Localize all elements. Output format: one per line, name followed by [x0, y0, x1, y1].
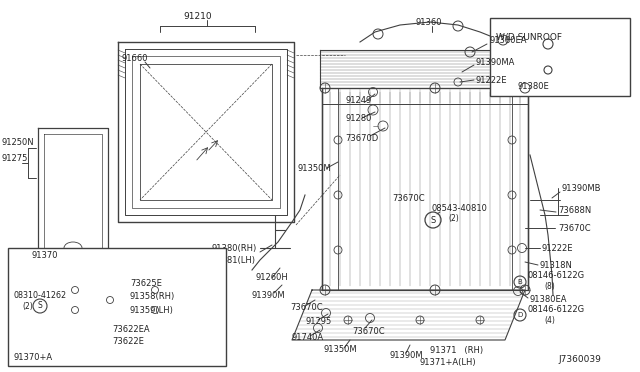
- Text: 91370: 91370: [32, 251, 58, 260]
- Text: 08146-6122G: 08146-6122G: [528, 272, 585, 280]
- Text: S: S: [430, 215, 436, 224]
- Text: 91222E: 91222E: [476, 76, 508, 84]
- Text: 73670C: 73670C: [290, 304, 323, 312]
- Text: (8): (8): [544, 282, 555, 291]
- Text: 73670C: 73670C: [558, 224, 591, 232]
- Bar: [490, 18, 630, 96]
- Text: B: B: [518, 279, 522, 285]
- Text: 91280: 91280: [345, 113, 371, 122]
- Text: 91381(LH): 91381(LH): [212, 256, 256, 264]
- Text: W/D SUNROOF: W/D SUNROOF: [496, 32, 562, 41]
- Text: 91318N: 91318N: [540, 260, 573, 269]
- Ellipse shape: [64, 242, 82, 254]
- Text: 91380(RH): 91380(RH): [212, 244, 257, 253]
- Text: 91350M: 91350M: [298, 164, 332, 173]
- Text: 91380EA: 91380EA: [530, 295, 568, 305]
- Text: 73622E: 73622E: [112, 337, 144, 346]
- Text: 91295: 91295: [305, 317, 332, 327]
- Text: 08543-40810: 08543-40810: [432, 203, 488, 212]
- Text: D: D: [517, 312, 523, 318]
- Text: 73670C: 73670C: [392, 193, 424, 202]
- Text: 91358(RH): 91358(RH): [130, 292, 175, 301]
- Text: 91222E: 91222E: [542, 244, 573, 253]
- Text: 91380EA: 91380EA: [490, 35, 527, 45]
- Text: 91250N: 91250N: [2, 138, 35, 147]
- Text: 91370+A: 91370+A: [14, 353, 53, 362]
- Text: 91371+A(LH): 91371+A(LH): [420, 357, 477, 366]
- Text: 91380E: 91380E: [518, 81, 550, 90]
- Text: J7360039: J7360039: [558, 356, 601, 365]
- Text: (2): (2): [448, 214, 459, 222]
- Text: 08146-6122G: 08146-6122G: [528, 305, 585, 314]
- Text: S: S: [38, 301, 42, 311]
- Text: 08310-41262: 08310-41262: [14, 292, 67, 301]
- Text: 91390M: 91390M: [390, 350, 424, 359]
- Text: (4): (4): [544, 315, 555, 324]
- Text: 91390MB: 91390MB: [562, 183, 602, 192]
- Text: 91390M: 91390M: [252, 291, 285, 299]
- Text: 73622EA: 73622EA: [112, 326, 150, 334]
- Bar: [8, 248, 226, 366]
- Text: 91390MA: 91390MA: [476, 58, 515, 67]
- Text: (2): (2): [22, 302, 33, 311]
- Text: 73688N: 73688N: [558, 205, 591, 215]
- Text: 91740A: 91740A: [292, 334, 324, 343]
- Text: 73670D: 73670D: [345, 134, 378, 142]
- Text: 73670C: 73670C: [352, 327, 385, 337]
- Text: 91360: 91360: [415, 17, 442, 26]
- Text: 91275: 91275: [2, 154, 28, 163]
- Text: 73625E: 73625E: [130, 279, 162, 288]
- Text: 91350M: 91350M: [323, 346, 356, 355]
- Text: 91371   (RH): 91371 (RH): [430, 346, 483, 355]
- Text: 91210: 91210: [183, 12, 212, 20]
- Text: 91359(LH): 91359(LH): [130, 305, 174, 314]
- Text: 91260H: 91260H: [255, 273, 288, 282]
- Text: 91660: 91660: [121, 54, 147, 62]
- Text: 91249: 91249: [345, 96, 371, 105]
